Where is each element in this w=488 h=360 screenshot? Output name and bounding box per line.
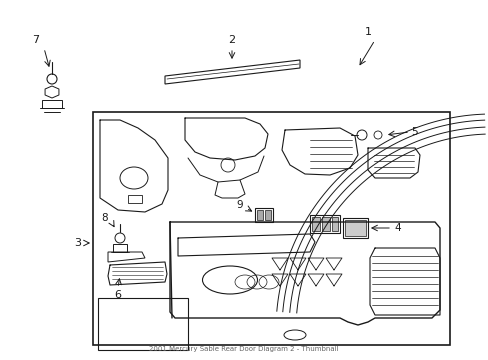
Text: 8: 8 <box>102 213 108 223</box>
Text: 6: 6 <box>114 290 121 300</box>
Bar <box>257 210 263 220</box>
Text: 9: 9 <box>236 200 243 210</box>
Bar <box>311 217 319 231</box>
Text: 2: 2 <box>228 35 235 45</box>
Bar <box>345 220 365 236</box>
Text: 4: 4 <box>394 223 401 233</box>
Bar <box>113 244 127 252</box>
Bar <box>93 112 449 345</box>
Bar <box>42 100 62 108</box>
Text: 3: 3 <box>74 238 81 248</box>
Text: 7: 7 <box>32 35 40 45</box>
Bar <box>309 215 339 233</box>
Text: 1: 1 <box>364 27 371 37</box>
Text: 5: 5 <box>411 127 417 137</box>
Text: 2001 Mercury Sable Rear Door Diagram 2 - Thumbnail: 2001 Mercury Sable Rear Door Diagram 2 -… <box>149 346 338 352</box>
Bar <box>98 298 187 350</box>
Bar <box>128 195 142 203</box>
Bar <box>321 217 329 231</box>
Bar <box>254 208 272 222</box>
Bar <box>331 217 337 231</box>
Bar <box>264 210 270 220</box>
Bar <box>342 218 367 238</box>
